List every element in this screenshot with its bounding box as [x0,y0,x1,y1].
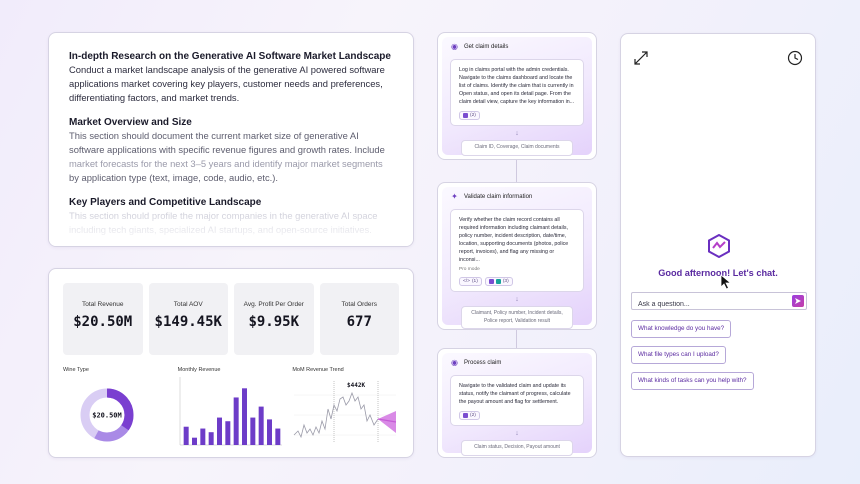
monthly-bar [208,432,214,445]
section2-title: Key Players and Competitive Landscape [69,197,262,208]
tools-chip[interactable]: (3) [484,277,513,286]
step-output: Claimant, Policy number, Incident detail… [461,306,573,329]
tools-count: (3) [502,279,509,284]
kpi-value: $20.50M [73,314,133,330]
donut-title: Wine Type [63,367,89,373]
step-text: Log in claims portal with the admin cred… [459,67,575,105]
kpi-label: Total Revenue [81,301,124,308]
suggestion-file-types[interactable]: What file types can I upload? [631,346,726,364]
sparkle-icon: ✦ [451,192,458,201]
arrow-down-icon: ↓ [515,296,519,303]
kpi-label: Total Orders [341,301,377,308]
arrow-down-icon: ↓ [515,130,519,137]
step-text: Navigate to the validated claim and upda… [459,383,571,405]
workflow-step-process-claim[interactable]: ◉ Process claim Navigate to the validate… [437,348,597,458]
send-icon [795,298,801,304]
workflow-step-validate-claim[interactable]: ✦ Validate claim information Verify whet… [437,182,597,330]
code-count: (1) [471,279,478,284]
tools-count: (2) [470,113,476,118]
kpi-avg-profit: Avg. Profit Per Order $9.95K [234,283,314,355]
step-title: Process claim [464,359,502,366]
code-icon: </> [463,279,470,284]
step-instructions: Log in claims portal with the admin cred… [450,59,584,126]
monthly-bar [258,406,264,445]
kpi-total-revenue: Total Revenue $20.50M [63,283,143,355]
section2-text-a: This section should profile the major co… [69,210,378,221]
monthly-bar [191,437,197,445]
assistant-logo-icon [707,233,731,263]
monthly-title: Monthly Revenue [177,367,221,373]
globe-icon: ◉ [451,42,458,51]
section2-text-b: including tech giants, specialized AI st… [69,224,372,235]
section1-text-b: market forecasts for the next 3–5 years … [69,158,383,169]
tool-icon [463,113,468,118]
step-instructions: Verify whether the claim record contains… [450,209,584,292]
code-chip[interactable]: </> (1) [459,277,482,286]
step-title: Get claim details [464,43,509,50]
chat-input-box[interactable] [631,292,807,313]
section1-text-c: by application type (text, image, code, … [69,172,278,183]
monthly-bar [200,428,206,445]
monthly-bar [225,421,231,445]
monthly-bar [183,426,189,445]
arrow-down-icon: ↓ [515,430,519,437]
workflow-connector [516,330,517,348]
workflow-step-get-claim-details[interactable]: ◉ Get claim details Log in claims portal… [437,32,597,160]
chat-greeting: Good afternoon! Let's chat. [658,268,778,278]
kpi-value: $9.95K [248,314,300,330]
history-icon[interactable] [787,50,803,66]
send-button[interactable] [792,295,804,307]
trend-forecast-band [378,411,397,433]
donut-slice-1 [80,388,134,442]
trend-value-label: $442K [347,382,365,389]
monthly-bars-svg [179,377,282,446]
monthly-bar [266,419,272,445]
globe-icon: ◉ [451,358,458,367]
tools-chip[interactable]: (2) [459,111,480,120]
step-title: Validate claim information [464,193,533,200]
trend-title: MoM Revenue Trend [292,367,344,373]
dashboard-panel: Total Revenue $20.50M Total AOV $149.45K… [48,268,414,458]
monthly-bar [216,417,222,445]
tool-icon [463,413,468,418]
donut-chart: Wine Type $20.50M [63,367,170,449]
monthly-bar [250,417,256,445]
tools-count: (2) [470,413,476,418]
chat-panel: Good afternoon! Let's chat. What knowled… [620,33,816,457]
kpi-total-orders: Total Orders 677 [319,283,399,355]
donut-svg: $20.50M [80,388,134,442]
chat-input[interactable] [632,296,782,313]
kpi-label: Avg. Profit Per Order [243,301,304,308]
tool-icon [495,279,501,284]
kpi-value: $149.45K [154,314,222,330]
research-intro: Conduct a market landscape analysis of t… [69,64,385,103]
tool-icon [488,279,494,284]
section1-title: Market Overview and Size [69,117,192,128]
suggestion-knowledge[interactable]: What knowledge do you have? [631,320,732,338]
donut-center-label: $20.50M [92,412,122,420]
step-text: Verify whether the claim record contains… [459,217,569,263]
research-title: In-depth Research on the Generative AI S… [69,51,391,62]
step-output: Claim status, Decision, Payout amount [461,440,573,456]
mouse-cursor-icon [720,274,732,295]
monthly-bar [241,388,247,445]
kpi-total-aov: Total AOV $149.45K [148,283,228,355]
kpi-value: 677 [346,314,372,330]
monthly-bar [275,428,281,445]
step-output: Claim ID, Coverage, Claim documents [461,140,573,156]
expand-icon[interactable] [633,50,649,66]
monthly-revenue-chart: Monthly Revenue [178,367,285,449]
mode-label: Pro mode [459,267,480,272]
kpi-label: Total AOV [173,301,203,308]
monthly-bar [233,397,239,445]
trend-svg: $442K [294,381,397,443]
step-instructions: Navigate to the validated claim and upda… [450,375,584,426]
section1-text-a: This section should document the current… [69,130,385,155]
workflow-connector [516,160,517,182]
suggestion-tasks[interactable]: What kinds of tasks can you help with? [631,372,754,390]
tools-chip[interactable]: (2) [459,411,480,420]
research-panel: In-depth Research on the Generative AI S… [48,32,414,247]
mom-trend-chart: MoM Revenue Trend $442K [292,367,399,449]
